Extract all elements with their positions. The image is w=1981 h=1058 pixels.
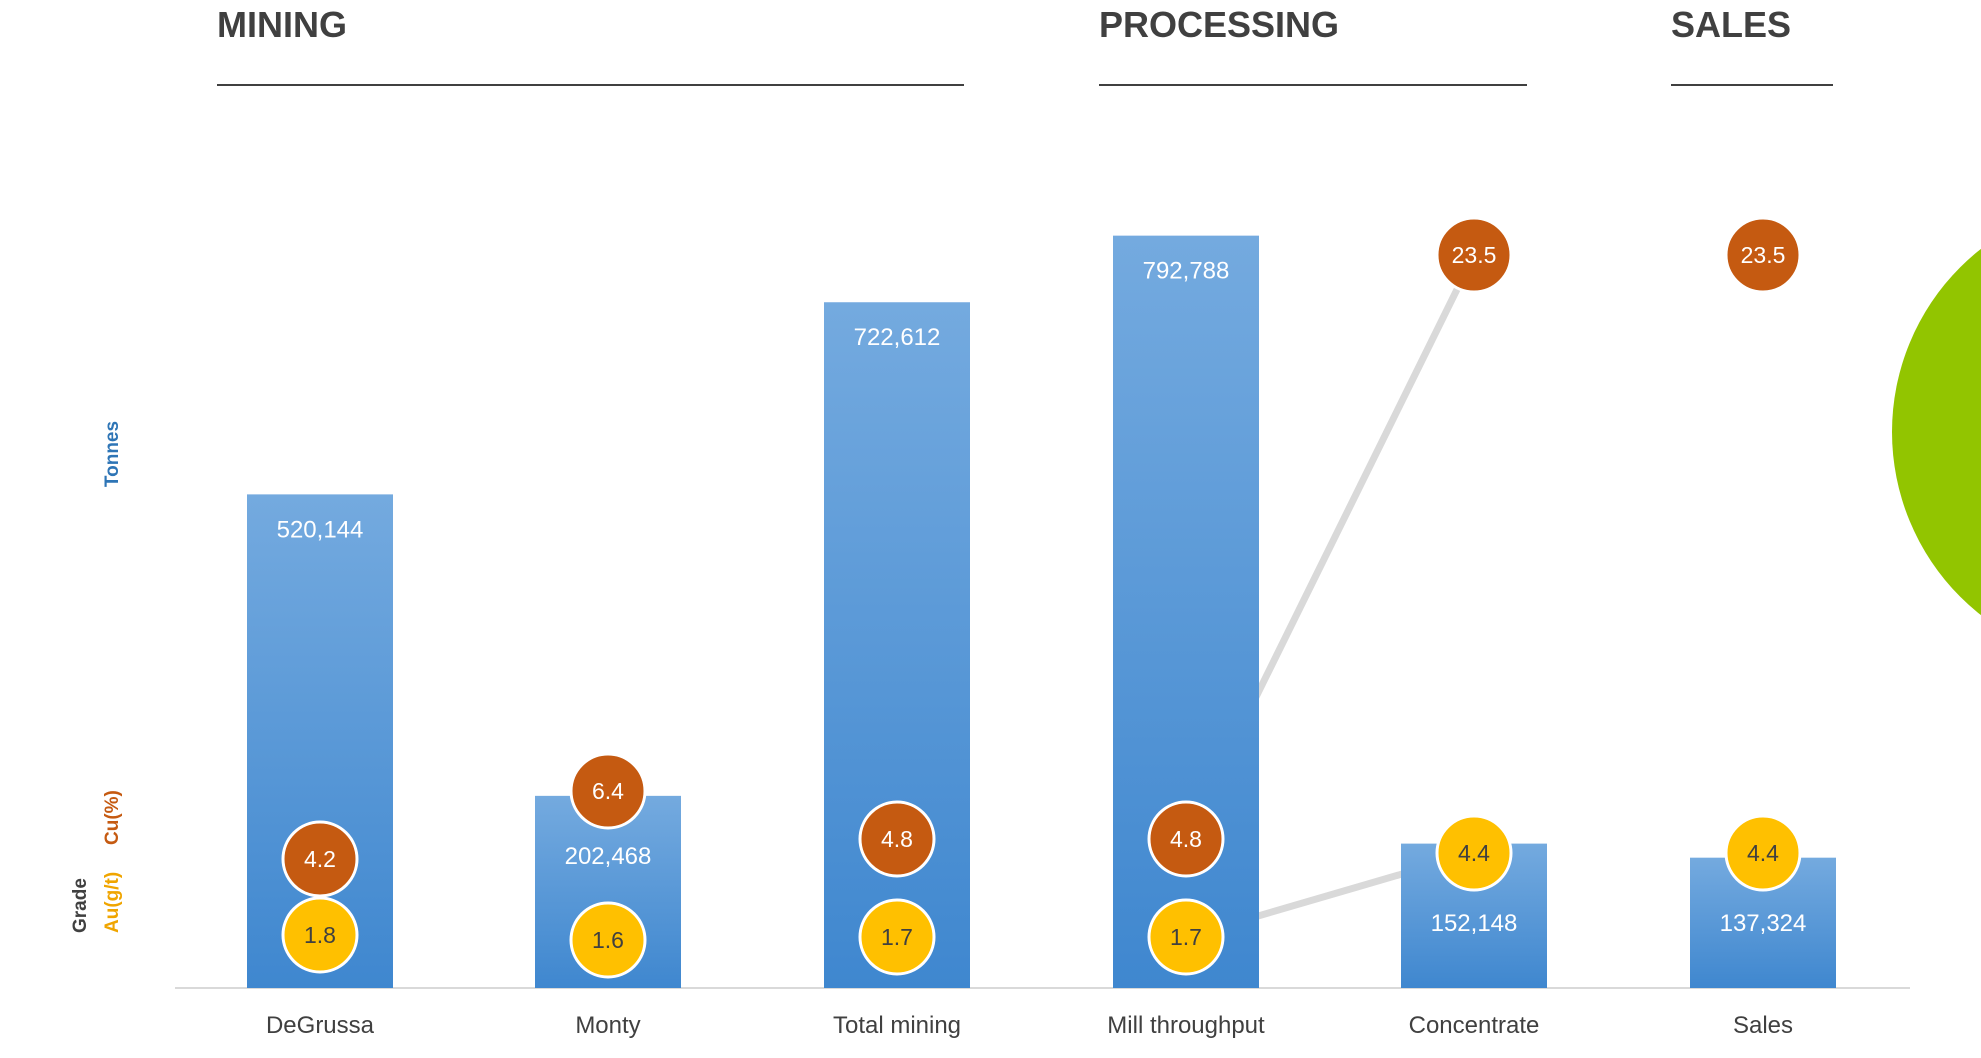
tonnes-label-sales: 137,324 xyxy=(1720,910,1807,937)
cu-label-degrussa: 4.2 xyxy=(304,846,336,872)
cu-bubble-sales xyxy=(1724,216,1802,294)
au-label-mill-throughput: 1.7 xyxy=(1170,924,1202,950)
cu-label-concentrate: 23.5 xyxy=(1452,242,1497,268)
cu-label-total-mining: 4.8 xyxy=(881,826,913,852)
au-label-degrussa: 1.8 xyxy=(304,922,336,948)
cu-bubble-concentrate xyxy=(1435,216,1513,294)
cu-label-sales: 23.5 xyxy=(1741,242,1786,268)
category-label-total-mining: Total mining xyxy=(833,1012,961,1039)
category-label-mill-throughput: Mill throughput xyxy=(1107,1012,1265,1039)
decorative-green-circle xyxy=(1892,248,1981,616)
cu-axis-title: Cu(%) xyxy=(102,790,123,845)
cu-label-mill-throughput: 4.8 xyxy=(1170,826,1202,852)
category-label-concentrate: Concentrate xyxy=(1409,1012,1540,1039)
tonnes-label-monty: 202,468 xyxy=(565,843,652,870)
section-title-processing: PROCESSING xyxy=(1099,4,1339,45)
grade-axis-title: Grade Au(g/t) Cu(%) xyxy=(70,790,123,933)
tonnes-bars: 520,144 202,468 722,612 792,788 152,148 137,3… xyxy=(247,235,1836,989)
bar-total-mining xyxy=(824,302,970,988)
cu-label-monty: 6.4 xyxy=(592,778,624,804)
au-bubble-total-mining xyxy=(858,898,936,976)
section-title-sales: SALES xyxy=(1671,4,1791,45)
au-label-sales: 4.4 xyxy=(1747,840,1779,866)
cu-bubble-degrussa xyxy=(281,820,359,898)
tonnes-label-concentrate: 152,148 xyxy=(1431,910,1518,937)
cu-bubble-mill-throughput xyxy=(1147,800,1225,878)
tonnes-axis-title: Tonnes xyxy=(102,421,123,487)
cu-bubble-monty xyxy=(569,752,647,830)
category-label-sales: Sales xyxy=(1733,1012,1793,1039)
tonnes-label-degrussa: 520,144 xyxy=(277,516,364,543)
au-label-monty: 1.6 xyxy=(592,927,624,953)
au-axis-title: Au(g/t) xyxy=(102,872,123,933)
section-title-mining: MINING xyxy=(217,4,347,45)
au-bubble-concentrate xyxy=(1435,814,1513,892)
tonnes-label-total-mining: 722,612 xyxy=(854,324,941,351)
category-labels: DeGrussa Monty Total mining Mill throughput… xyxy=(266,1012,1793,1039)
grade-axis-title-text: Grade xyxy=(70,878,91,933)
au-bubble-sales xyxy=(1724,814,1802,892)
grade-bubbles: 4.2 1.8 6.4 1.6 4.8 1.7 4.8 1.7 23.5 4.4 23.5 4.4 xyxy=(281,216,1802,979)
cu-bubble-total-mining xyxy=(858,800,936,878)
au-label-total-mining: 1.7 xyxy=(881,924,913,950)
category-label-degrussa: DeGrussa xyxy=(266,1012,375,1039)
category-label-monty: Monty xyxy=(575,1012,640,1039)
tonnes-label-mill-throughput: 792,788 xyxy=(1143,258,1230,285)
au-bubble-degrussa xyxy=(281,896,359,974)
au-bubble-monty xyxy=(569,901,647,979)
au-bubble-mill-throughput xyxy=(1147,898,1225,976)
au-label-concentrate: 4.4 xyxy=(1458,840,1490,866)
